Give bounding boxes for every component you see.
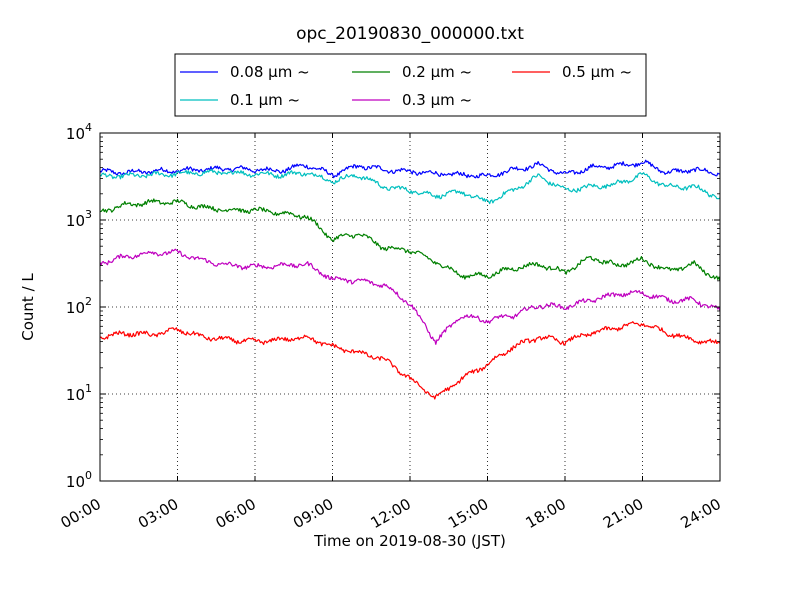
y-tick-label: 101 — [66, 382, 92, 404]
chart-title: opc_20190830_000000.txt — [296, 24, 524, 44]
y-axis-ticks: 100 101 102 103 104 — [66, 121, 720, 491]
x-tick-label: 00:00 — [58, 495, 104, 532]
data-series — [99, 159, 721, 400]
x-tick-label: 09:00 — [290, 495, 336, 532]
series-line — [99, 248, 721, 345]
x-tick-label: 24:00 — [678, 495, 724, 532]
x-tick-label: 12:00 — [368, 495, 414, 532]
series-line — [99, 198, 721, 281]
x-tick-label: 18:00 — [523, 495, 569, 532]
x-tick-label: 21:00 — [600, 495, 646, 532]
y-tick-label: 102 — [66, 295, 92, 317]
legend-label: 0.1 μm ~ — [230, 91, 300, 109]
legend: 0.08 μm ~ 0.1 μm ~ 0.2 μm ~ 0.3 μm ~ 0.5 μm … — [174, 53, 647, 117]
legend-label: 0.08 μm ~ — [230, 63, 310, 81]
series-line — [99, 168, 721, 205]
y-tick-label: 103 — [66, 208, 92, 230]
legend-label: 0.5 μm ~ — [562, 63, 632, 81]
x-axis-label: Time on 2019-08-30 (JST) — [313, 532, 506, 550]
grid-lines — [100, 133, 720, 481]
x-tick-label: 06:00 — [213, 495, 259, 532]
legend-box — [174, 53, 647, 117]
y-tick-label: 104 — [66, 121, 92, 143]
x-axis-ticks: 00:00 03:00 06:00 09:00 12:00 15:00 18:00 21:00… — [58, 133, 724, 532]
series-line — [99, 321, 721, 400]
y-axis-label: Count / L — [19, 273, 37, 341]
legend-label: 0.3 μm ~ — [402, 91, 472, 109]
x-tick-label: 15:00 — [445, 495, 491, 532]
legend-label: 0.2 μm ~ — [402, 63, 472, 81]
x-tick-label: 03:00 — [135, 495, 181, 532]
y-tick-label: 100 — [66, 469, 92, 491]
